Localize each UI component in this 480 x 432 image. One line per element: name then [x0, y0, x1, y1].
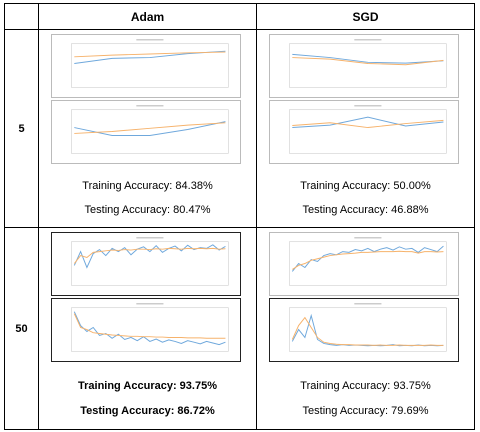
plot-frame — [71, 109, 229, 154]
header-row: Adam SGD — [4, 3, 475, 30]
accuracy-plot — [51, 232, 241, 296]
series-line-train — [292, 53, 444, 64]
training-accuracy: Training Accuracy: 50.00% — [300, 180, 431, 192]
corner-cell — [4, 3, 39, 30]
plot-frame — [71, 307, 229, 352]
series-line-train — [291, 313, 444, 347]
cell-sgd-5: Training Accuracy: 50.00% Testing Accura… — [256, 29, 475, 228]
results-table: Adam SGD 5 Training Accuracy: 84.38% Tes… — [4, 3, 475, 430]
row-5-epochs: 5 Training Accuracy: 84.38% Testing Accu… — [4, 29, 475, 228]
plot-frame — [289, 241, 447, 286]
training-accuracy: Training Accuracy: 93.75% — [78, 380, 217, 392]
testing-accuracy: Testing Accuracy: 80.47% — [84, 204, 211, 216]
plot-frame — [71, 43, 229, 88]
plot-frame — [289, 307, 447, 352]
training-accuracy: Training Accuracy: 93.75% — [300, 380, 431, 392]
series-line-test — [292, 119, 444, 129]
series-line-train — [291, 245, 444, 272]
testing-accuracy: Testing Accuracy: 86.72% — [80, 405, 215, 417]
accuracy-plot — [269, 34, 459, 98]
accuracy-plot — [269, 232, 459, 296]
series-line-test — [73, 247, 226, 264]
plot-frame — [289, 109, 447, 154]
loss-plot — [51, 100, 241, 164]
series-line-test — [292, 57, 444, 66]
row-label: 50 — [4, 227, 39, 430]
plot-frame — [289, 43, 447, 88]
row-label: 5 — [4, 29, 39, 228]
series-line-test — [291, 316, 444, 346]
training-accuracy: Training Accuracy: 84.38% — [82, 180, 213, 192]
series-line-train — [74, 50, 226, 64]
cell-sgd-50: Training Accuracy: 93.75% Testing Accura… — [256, 227, 475, 430]
row-50-epochs: 50 Training Accuracy: 93.75% Testing Acc… — [4, 227, 475, 430]
accuracy-plot — [51, 34, 241, 98]
series-line-train — [74, 121, 226, 136]
series-line-train — [292, 116, 444, 129]
testing-accuracy: Testing Accuracy: 79.69% — [302, 405, 429, 417]
plot-frame — [71, 241, 229, 286]
series-line-test — [74, 122, 226, 134]
header-adam: Adam — [38, 3, 257, 30]
loss-plot — [269, 298, 459, 362]
series-line-test — [73, 313, 226, 339]
loss-plot — [51, 298, 241, 362]
cell-adam-50: Training Accuracy: 93.75% Testing Accura… — [38, 227, 257, 430]
header-sgd: SGD — [256, 3, 475, 30]
cell-adam-5: Training Accuracy: 84.38% Testing Accura… — [38, 29, 257, 228]
loss-plot — [269, 100, 459, 164]
series-line-train — [73, 244, 226, 269]
series-line-train — [73, 311, 226, 346]
testing-accuracy: Testing Accuracy: 46.88% — [302, 204, 429, 216]
series-line-test — [74, 51, 226, 58]
series-line-test — [292, 250, 444, 270]
